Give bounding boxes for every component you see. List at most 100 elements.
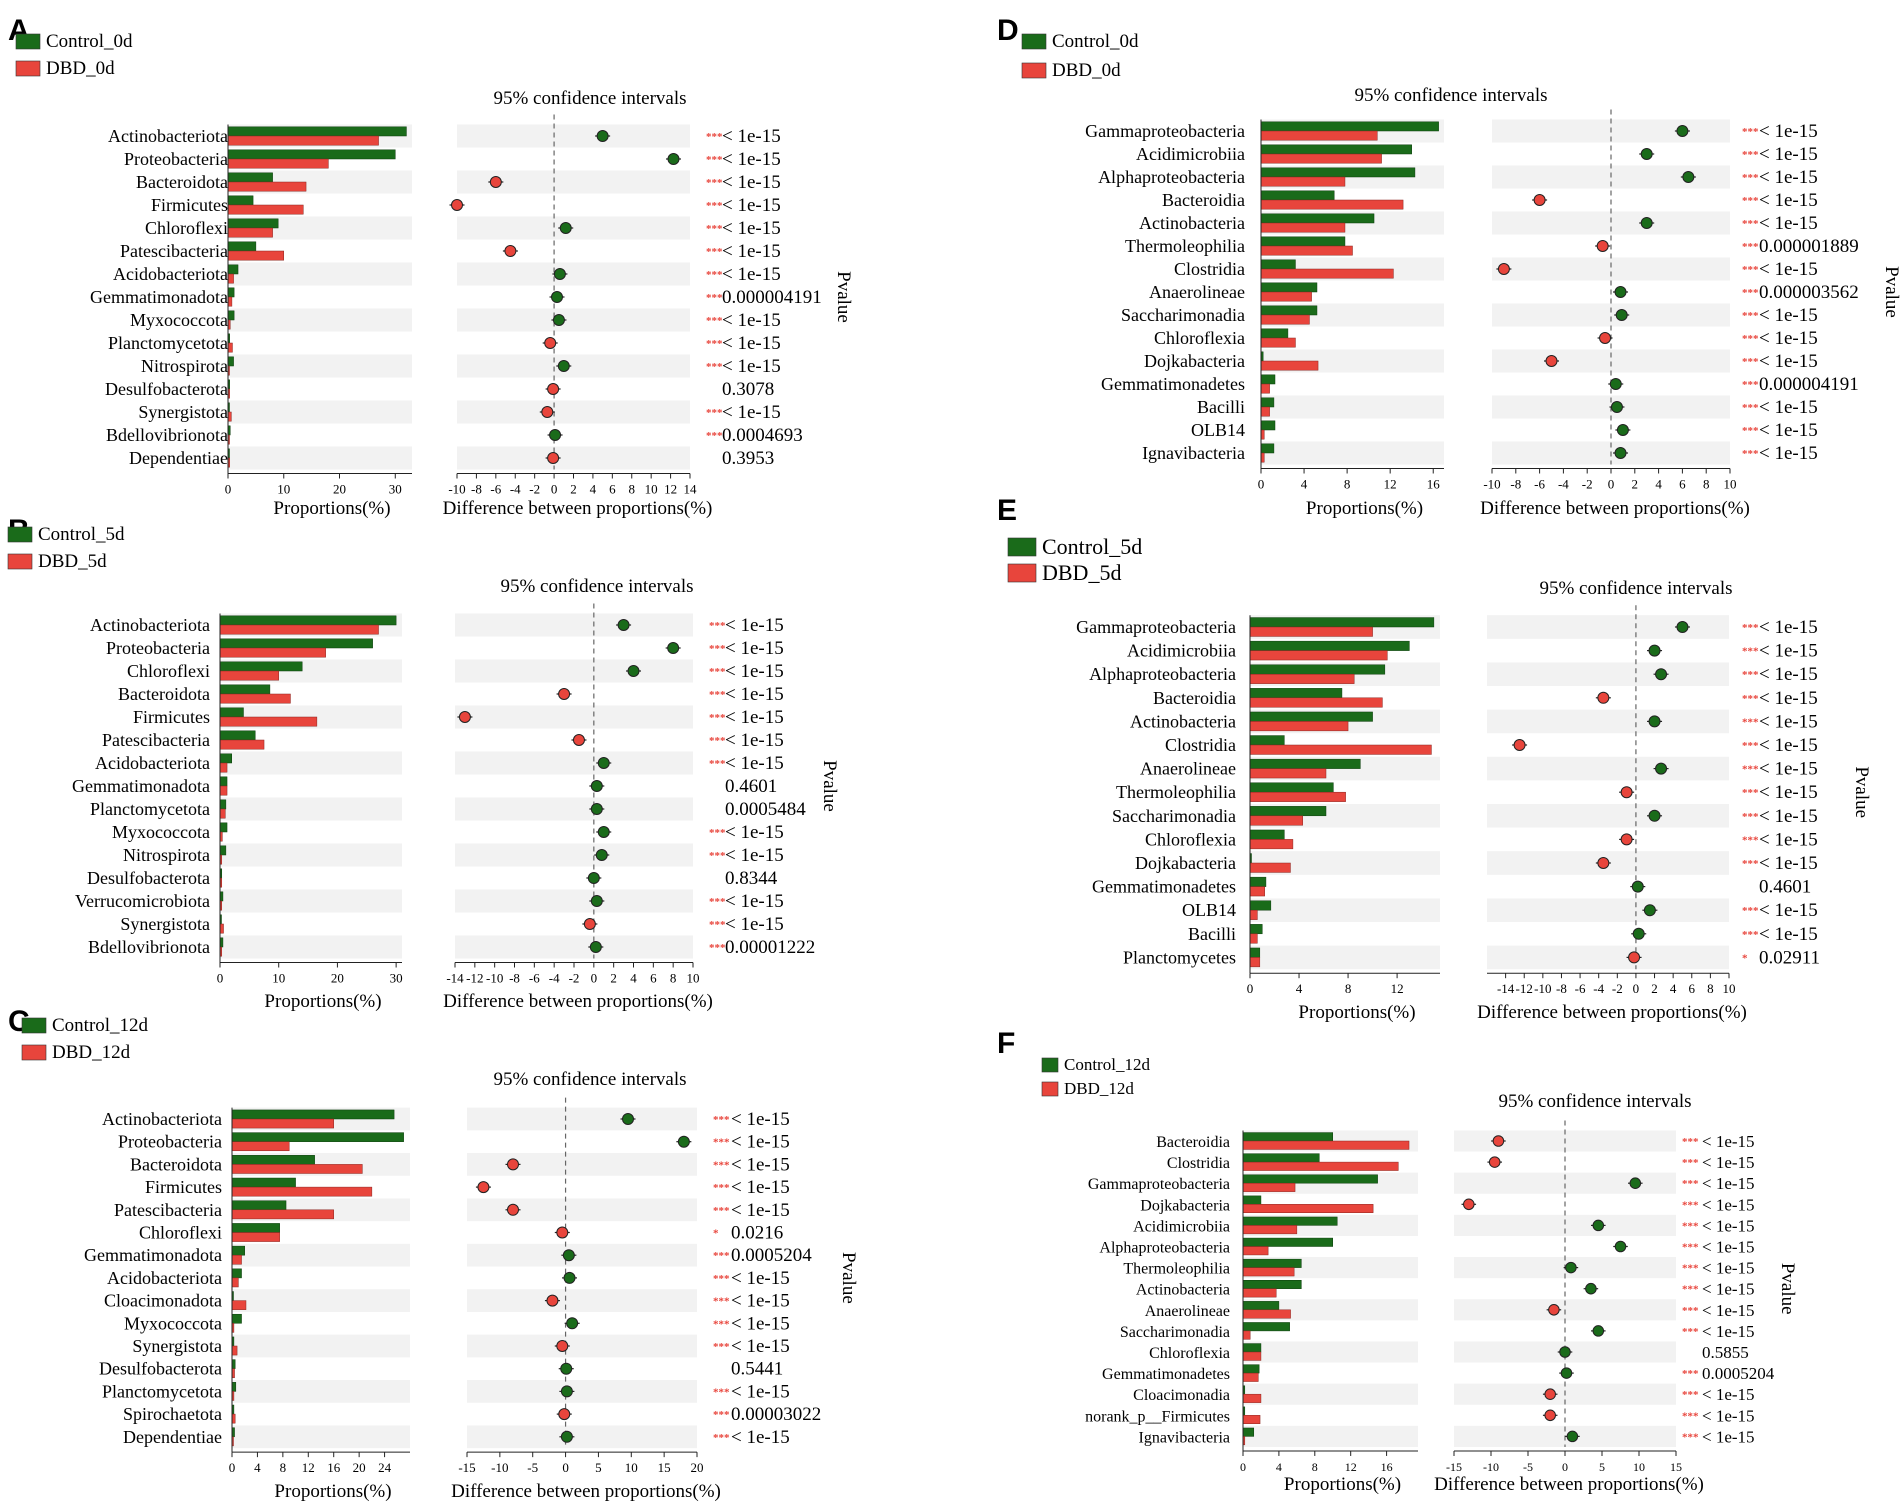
bar-dbd [231,1345,238,1356]
p-value: < 1e-15 [731,1109,790,1130]
bar-dbd [1242,1372,1259,1382]
ci-point-control [1609,378,1622,390]
significance-stars: *** [706,292,723,304]
ci-point-dbd [477,1181,490,1194]
ci-point-dbd [558,688,571,700]
ci-point-control [1616,424,1629,436]
p-value: < 1e-15 [722,149,781,170]
row-band [220,751,402,775]
p-value: < 1e-15 [725,730,784,751]
row-band [1250,898,1440,922]
bar-dbd [231,1232,280,1242]
bar-dbd [1249,650,1388,661]
category-label: Planctomycetota [108,333,228,353]
ci-point-control [1682,171,1695,183]
bar-control [231,1268,242,1279]
category-label: Patescibacteria [120,241,228,261]
prop-tick-label: 12 [1384,477,1397,492]
diff-tick-label: 4 [1655,477,1662,492]
diff-tick-label: -5 [1523,1460,1533,1474]
row-band [220,797,402,821]
p-value: < 1e-15 [731,1427,790,1448]
ci-point-dbd [1596,240,1609,252]
ci-point-control [1655,668,1668,681]
significance-stars: *** [1682,1263,1699,1275]
significance-stars: *** [1682,1199,1699,1211]
ci-point-dbd [507,1203,519,1216]
row-band [228,446,412,470]
category-label: Clostridia [1167,1155,1230,1172]
legend-swatch-control [1007,537,1037,557]
row-band [1492,303,1730,327]
p-value: < 1e-15 [1759,806,1818,827]
p-value: < 1e-15 [1759,688,1818,709]
ci-point-control [557,360,570,372]
p-value: < 1e-15 [1759,305,1818,326]
category-label: Bacteroidota [118,684,210,704]
bar-dbd [227,411,232,422]
panel-letter: F [997,1027,1015,1060]
category-label: Dojkabacteria [1135,853,1236,873]
category-label: Acidimicrobiia [1127,641,1236,661]
bar-control [227,195,254,206]
row-band [455,751,693,775]
p-value: 0.3953 [722,448,774,469]
ci-point-control [563,1271,576,1284]
bar-control [1249,735,1285,746]
bar-dbd [227,273,234,284]
diff-tick-label: 0 [1562,1460,1568,1474]
row-band [232,1289,410,1312]
diff-tick-label: 2 [1651,981,1658,996]
category-label: Verrucomicrobiota [75,891,210,911]
category-label: Bacteroidota [136,172,228,192]
diff-tick-label: -4 [549,971,560,986]
bar-dbd [1249,768,1327,779]
prop-tick-label: 16 [327,1460,341,1475]
ci-point-control [560,1430,573,1443]
bar-control [219,707,244,718]
diff-tick-label: 10 [1633,1460,1645,1474]
bar-control [219,753,232,764]
p-value: < 1e-15 [722,356,781,377]
bar-dbd [219,693,291,704]
p-value: < 1e-15 [1759,664,1818,685]
prop-tick-label: 30 [389,482,402,497]
diff-tick-label: -8 [1556,981,1567,996]
bar-control [1242,1301,1280,1311]
bar-control [1249,664,1386,675]
legend-label: DBD_0d [1052,60,1121,81]
ci-title: 95% confidence intervals [1354,85,1547,106]
p-value: 0.5441 [731,1359,783,1380]
prop-tick-label: 4 [1296,981,1303,996]
diff-tick-label: -6 [529,971,540,986]
bar-dbd [231,1254,242,1265]
ci-point-control [1614,1240,1627,1253]
prop-axis-title: Proportions(%) [1284,1474,1401,1495]
prop-tick-label: 8 [1345,981,1352,996]
ci-point-control [562,1249,575,1262]
category-label: Cloacimonadia [1133,1387,1230,1404]
row-band [1487,709,1729,734]
category-label: Clostridia [1174,259,1245,279]
ci-point-control [1676,621,1689,633]
bar-dbd [227,250,285,261]
category-label: Planctomycetota [90,799,210,819]
significance-stars: *** [706,407,723,419]
significance-stars: *** [1742,310,1759,322]
significance-stars: *** [1682,1410,1699,1422]
bar-control [1249,640,1410,651]
ci-point-dbd [1544,1409,1556,1422]
significance-stars: *** [1742,287,1759,299]
bar-dbd [1260,130,1378,141]
bar-control [219,615,397,626]
significance-stars: *** [1682,1242,1699,1254]
diff-tick-label: 8 [670,971,677,986]
bar-dbd [219,923,224,934]
p-value: < 1e-15 [1759,420,1818,441]
bar-control [219,845,227,856]
row-band [467,1425,697,1449]
prop-tick-label: 0 [1258,477,1265,492]
panel-f: F Control_12d DBD_12d 95% confidence interv… [997,1027,1798,1495]
bar-control [1242,1237,1333,1247]
category-label: Nitrospirota [123,845,210,865]
